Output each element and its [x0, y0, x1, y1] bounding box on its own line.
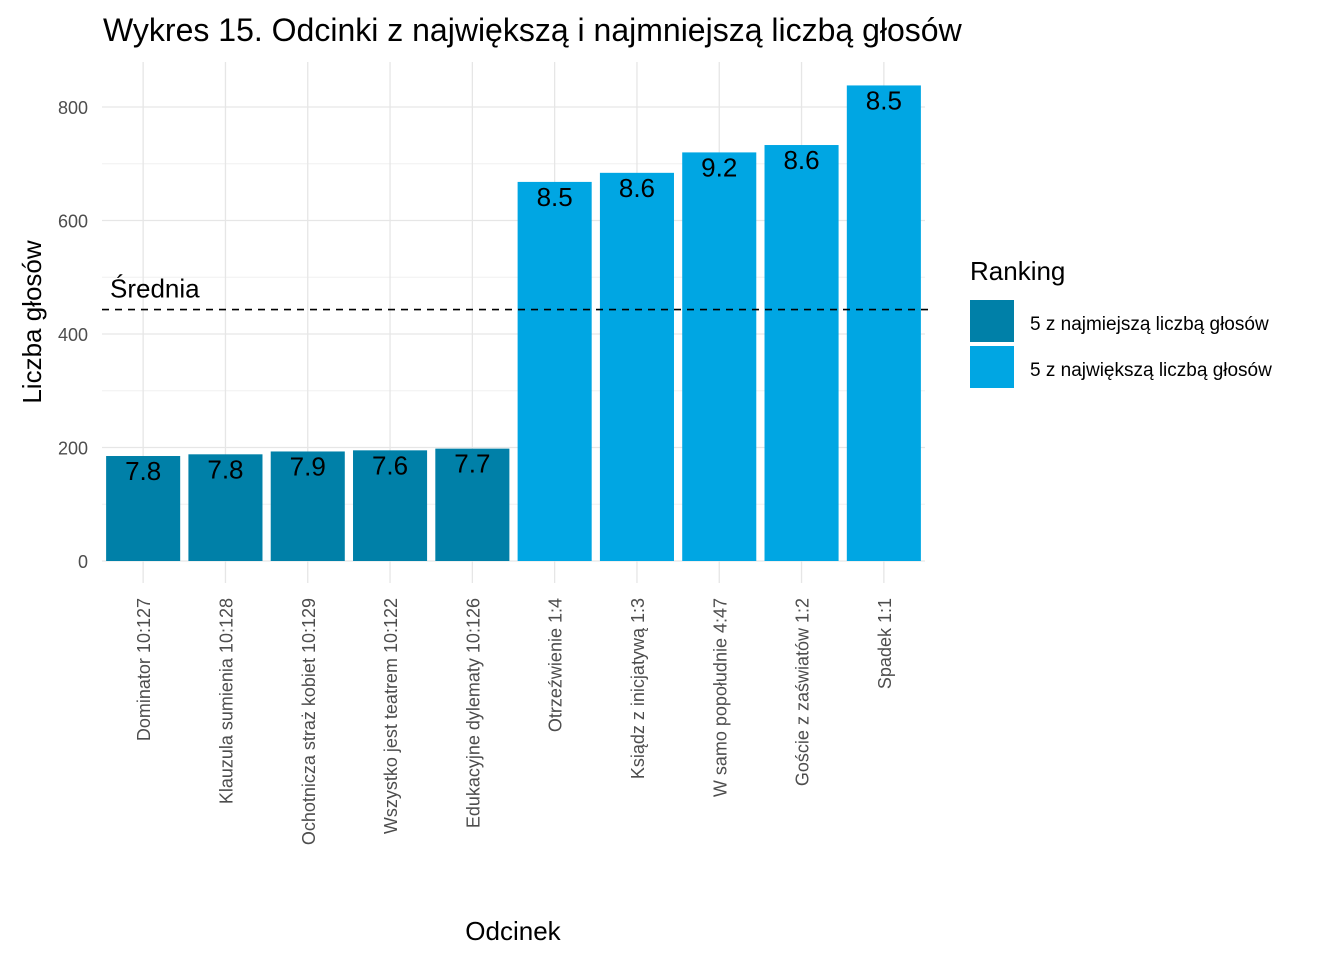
y-axis-ticks: 0 200 400 600 800 — [58, 98, 88, 572]
x-tick-label: Dominator 10:127 — [134, 598, 154, 741]
bar — [764, 145, 839, 561]
x-tick-label: Goście z zaświatów 1:2 — [793, 598, 813, 786]
x-axis-title: Odcinek — [465, 916, 561, 946]
bar-data-label: 7.7 — [454, 449, 490, 479]
x-tick-label: Otrzeźwienie 1:4 — [546, 598, 566, 732]
bar-data-label: 8.5 — [866, 85, 902, 115]
legend-swatch-low — [970, 300, 1014, 342]
bar — [106, 456, 181, 561]
bars — [106, 85, 921, 561]
y-tick-label: 400 — [58, 325, 88, 345]
bar — [517, 181, 592, 561]
bar — [682, 152, 757, 561]
y-tick-label: 800 — [58, 98, 88, 118]
bar — [846, 85, 921, 561]
bar — [270, 451, 345, 561]
legend: Ranking 5 z najmiejszą liczbą głosów 5 z… — [970, 256, 1272, 388]
bar-data-label: 9.2 — [701, 152, 737, 182]
legend-swatch-high — [970, 346, 1014, 388]
x-tick-label: Wszystko jest teatrem 10:122 — [381, 598, 401, 834]
x-tick-label: Ochotnicza straż kobiet 10:129 — [299, 598, 319, 845]
bar-data-label: 7.8 — [125, 456, 161, 486]
x-tick-label: Klauzula sumienia 10:128 — [216, 598, 236, 804]
bar — [435, 448, 510, 561]
y-tick-label: 200 — [58, 439, 88, 459]
y-axis-title: Liczba głosów — [17, 240, 47, 404]
bar-labels: 7.8 7.8 7.9 7.6 7.7 8.5 8.6 9.2 8.6 8.5 — [125, 85, 902, 486]
y-tick-label: 0 — [78, 552, 88, 572]
y-tick-label: 600 — [58, 212, 88, 232]
chart-title: Wykres 15. Odcinki z największą i najmni… — [103, 12, 963, 48]
bar — [188, 454, 263, 561]
bar-data-label: 8.6 — [783, 145, 819, 175]
x-axis-ticks: Dominator 10:127 Klauzula sumienia 10:128… — [134, 598, 895, 845]
bar-data-label: 7.8 — [207, 454, 243, 484]
bar-data-label: 7.9 — [290, 451, 326, 481]
bar-data-label: 8.5 — [537, 182, 573, 212]
x-tick-label: W samo popołudnie 4:47 — [710, 598, 730, 797]
mean-line-label: Średnia — [110, 274, 200, 304]
bar-data-label: 7.6 — [372, 450, 408, 480]
bar — [353, 450, 428, 561]
legend-title: Ranking — [970, 256, 1065, 286]
x-tick-label: Ksiądz z inicjatywą 1:3 — [628, 598, 648, 779]
x-tick-label: Spadek 1:1 — [875, 598, 895, 689]
bar-data-label: 8.6 — [619, 173, 655, 203]
legend-label-high: 5 z największą liczbą głosów — [1030, 360, 1272, 381]
legend-label-low: 5 z najmiejszą liczbą głosów — [1030, 314, 1269, 335]
bar — [599, 172, 674, 561]
x-tick-label: Edukacyjne dylematy 10:126 — [463, 598, 483, 828]
